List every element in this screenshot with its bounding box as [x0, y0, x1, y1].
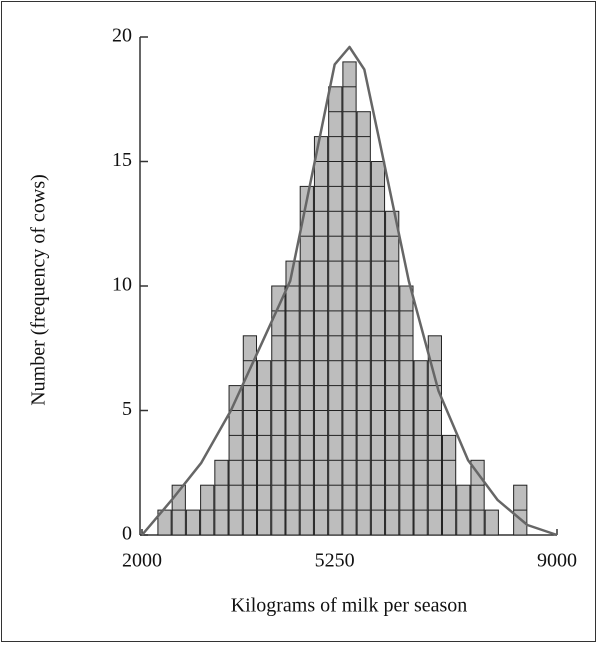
bar	[257, 360, 272, 536]
bar	[484, 509, 499, 536]
bar	[185, 509, 201, 536]
y-tick-label: 10	[112, 274, 132, 296]
y-axis-label: Number (frequency of cows)	[28, 174, 50, 406]
bar	[370, 161, 386, 536]
bar	[214, 459, 229, 536]
bar	[413, 360, 428, 536]
bar	[285, 260, 300, 536]
y-tick-label: 15	[112, 149, 132, 171]
bar	[342, 61, 357, 536]
bar	[385, 210, 400, 536]
x-tick-label: 9000	[537, 550, 577, 572]
x-axis-label: Kilograms of milk per season	[231, 595, 468, 617]
density-curve	[141, 45, 558, 537]
x-tick-label: 5250	[315, 550, 355, 572]
y-tick-label: 0	[122, 523, 132, 545]
bar	[356, 111, 371, 536]
y-tick-label: 5	[122, 398, 132, 420]
x-tick-label: 2000	[122, 550, 162, 572]
y-tick-label: 20	[112, 25, 132, 47]
